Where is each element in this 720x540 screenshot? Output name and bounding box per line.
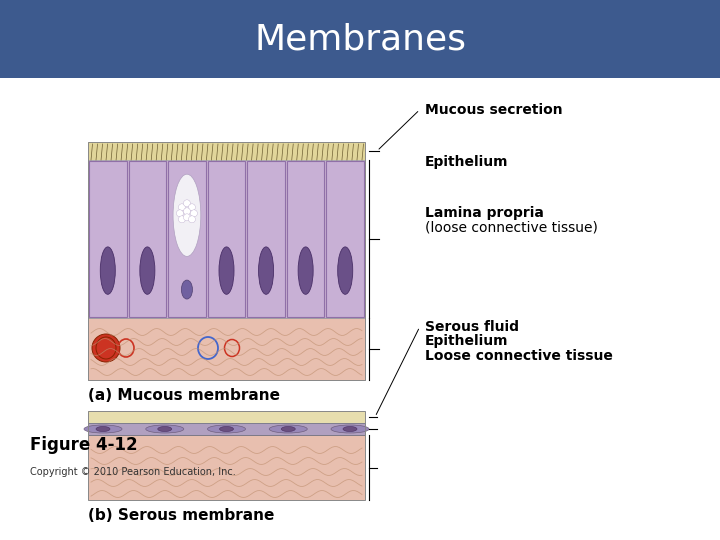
- Bar: [326, 161, 364, 317]
- Ellipse shape: [331, 425, 369, 433]
- Bar: [88, 435, 365, 500]
- Ellipse shape: [145, 425, 184, 433]
- Bar: [88, 142, 365, 380]
- Ellipse shape: [158, 427, 172, 431]
- Bar: [88, 318, 365, 380]
- Ellipse shape: [179, 204, 186, 211]
- Text: Membranes: Membranes: [254, 22, 466, 56]
- Text: Epithelium: Epithelium: [425, 155, 508, 169]
- Ellipse shape: [219, 247, 234, 294]
- Ellipse shape: [173, 174, 201, 256]
- Text: (loose connective tissue): (loose connective tissue): [425, 221, 598, 235]
- Ellipse shape: [189, 216, 195, 223]
- Bar: [88, 142, 365, 160]
- Bar: [247, 161, 285, 317]
- Text: (a) Mucous membrane: (a) Mucous membrane: [88, 388, 280, 403]
- Text: Loose connective tissue: Loose connective tissue: [425, 349, 613, 363]
- Ellipse shape: [184, 208, 190, 215]
- Ellipse shape: [176, 210, 184, 217]
- Ellipse shape: [338, 247, 353, 294]
- Ellipse shape: [184, 214, 190, 221]
- Ellipse shape: [343, 427, 357, 431]
- Bar: [207, 161, 246, 317]
- Ellipse shape: [100, 247, 115, 294]
- Bar: [88, 411, 365, 500]
- Text: Lamina propria: Lamina propria: [425, 206, 544, 220]
- Ellipse shape: [282, 427, 295, 431]
- Text: Copyright © 2010 Pearson Education, Inc.: Copyright © 2010 Pearson Education, Inc.: [30, 467, 235, 477]
- Ellipse shape: [207, 425, 246, 433]
- Bar: [168, 161, 206, 317]
- Ellipse shape: [258, 247, 274, 294]
- Ellipse shape: [181, 280, 192, 299]
- Bar: [88, 160, 365, 318]
- Bar: [287, 161, 325, 317]
- Text: Figure 4-12: Figure 4-12: [30, 436, 138, 454]
- Text: Mucous secretion: Mucous secretion: [425, 103, 562, 117]
- Ellipse shape: [184, 200, 190, 207]
- Ellipse shape: [179, 216, 186, 223]
- Ellipse shape: [298, 247, 313, 294]
- Bar: [88, 423, 365, 435]
- Bar: [0, 0, 720, 78]
- Ellipse shape: [190, 210, 197, 217]
- Bar: [129, 161, 166, 317]
- Wedge shape: [92, 334, 120, 362]
- Text: Serous fluid: Serous fluid: [425, 320, 519, 334]
- Text: Epithelium: Epithelium: [425, 334, 508, 348]
- Bar: [89, 161, 127, 317]
- Ellipse shape: [269, 425, 307, 433]
- Ellipse shape: [84, 425, 122, 433]
- Text: (b) Serous membrane: (b) Serous membrane: [88, 508, 274, 523]
- Ellipse shape: [96, 427, 110, 431]
- Ellipse shape: [220, 427, 233, 431]
- Ellipse shape: [189, 204, 195, 211]
- Ellipse shape: [140, 247, 155, 294]
- Bar: [88, 411, 365, 423]
